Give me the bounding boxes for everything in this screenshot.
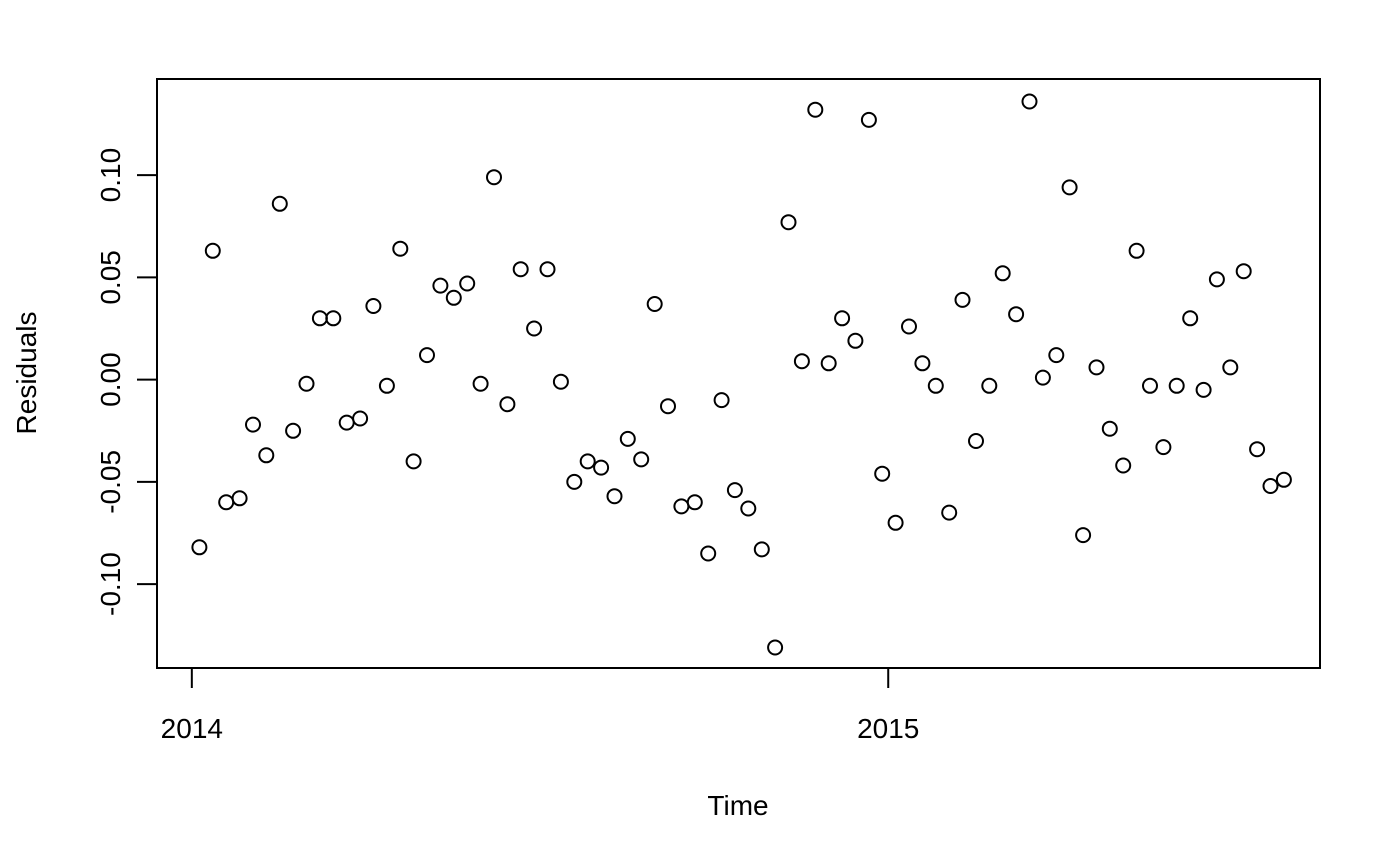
data-point <box>807 101 824 118</box>
data-point <box>191 539 208 556</box>
data-point <box>968 433 984 449</box>
data-point <box>419 347 435 364</box>
data-point <box>1249 441 1266 458</box>
data-point <box>231 490 248 507</box>
data-point <box>1142 377 1158 394</box>
y-tick-label: -0.05 <box>95 450 126 514</box>
data-point <box>1195 381 1212 398</box>
data-point <box>780 214 797 231</box>
data-point <box>593 459 610 476</box>
data-point <box>432 277 449 294</box>
data-point <box>1262 478 1279 494</box>
data-point <box>767 639 784 656</box>
data-point <box>311 310 328 327</box>
x-axis-label: Time <box>707 790 768 821</box>
data-point <box>1034 369 1051 386</box>
data-point <box>285 422 302 439</box>
data-point <box>633 451 650 468</box>
data-point <box>392 240 409 257</box>
data-point <box>365 298 382 314</box>
data-point <box>486 169 502 186</box>
y-axis: -0.10 -0.05 0.00 0.05 0.10 <box>95 148 158 616</box>
data-point <box>887 514 904 531</box>
data-point <box>204 242 221 259</box>
data-point <box>1275 471 1292 488</box>
data-point <box>860 111 877 128</box>
data-point <box>606 488 623 505</box>
data-point <box>1048 347 1065 364</box>
data-point <box>566 473 583 490</box>
data-point <box>1008 306 1025 323</box>
y-tick-label: -0.10 <box>95 552 126 616</box>
data-point <box>271 195 288 212</box>
data-point <box>673 498 690 515</box>
data-point <box>298 375 315 392</box>
data-point <box>325 310 342 327</box>
data-point <box>834 310 851 327</box>
y-axis-label: Residuals <box>11 312 42 435</box>
data-point <box>740 500 757 517</box>
data-point <box>1222 359 1239 376</box>
data-point <box>512 261 529 278</box>
data-point <box>619 430 636 447</box>
data-point <box>1088 359 1105 376</box>
data-point <box>378 377 395 394</box>
data-point <box>459 275 476 292</box>
data-point <box>874 465 891 482</box>
data-point <box>1168 377 1185 394</box>
data-point <box>847 332 864 349</box>
data-point <box>941 504 958 521</box>
data-point <box>472 375 489 392</box>
data-point <box>1208 271 1225 288</box>
data-point <box>726 482 743 499</box>
data-point <box>927 377 944 394</box>
data-point <box>700 545 717 562</box>
data-point <box>646 296 663 312</box>
data-point <box>1235 263 1252 280</box>
data-point <box>499 396 516 413</box>
data-point <box>1155 439 1172 456</box>
data-point <box>686 494 703 511</box>
data-point <box>1075 527 1092 544</box>
data-point <box>1061 179 1078 196</box>
data-point <box>258 447 275 464</box>
data-point <box>338 414 355 431</box>
y-tick-label: 0.10 <box>95 148 126 203</box>
data-point <box>660 398 676 415</box>
data-point <box>405 453 422 470</box>
plot-frame <box>156 78 1321 669</box>
data-point <box>526 320 543 337</box>
y-tick-label: 0.00 <box>95 352 126 407</box>
data-point <box>1101 420 1118 437</box>
x-tick-label: 2014 <box>161 713 223 744</box>
data-point <box>539 261 556 278</box>
data-point <box>753 541 770 558</box>
data-point <box>1182 310 1199 327</box>
data-point <box>994 265 1011 282</box>
data-point <box>914 355 931 372</box>
data-point <box>579 453 596 470</box>
data-point <box>954 291 971 308</box>
data-point <box>1115 457 1132 474</box>
data-point <box>820 355 837 372</box>
data-point <box>713 392 730 409</box>
data-point <box>245 416 261 433</box>
data-point <box>793 353 810 370</box>
data-point <box>981 377 998 394</box>
data-point <box>352 410 369 427</box>
data-point <box>218 494 235 511</box>
data-point <box>901 318 917 335</box>
data-point <box>1021 93 1038 110</box>
points-layer <box>191 93 1292 656</box>
data-point <box>1128 242 1145 259</box>
data-point <box>445 289 462 306</box>
y-tick-label: 0.05 <box>95 250 126 305</box>
x-axis: 2014 2015 <box>161 667 919 744</box>
data-point <box>552 373 569 390</box>
x-tick-label: 2015 <box>857 713 919 744</box>
